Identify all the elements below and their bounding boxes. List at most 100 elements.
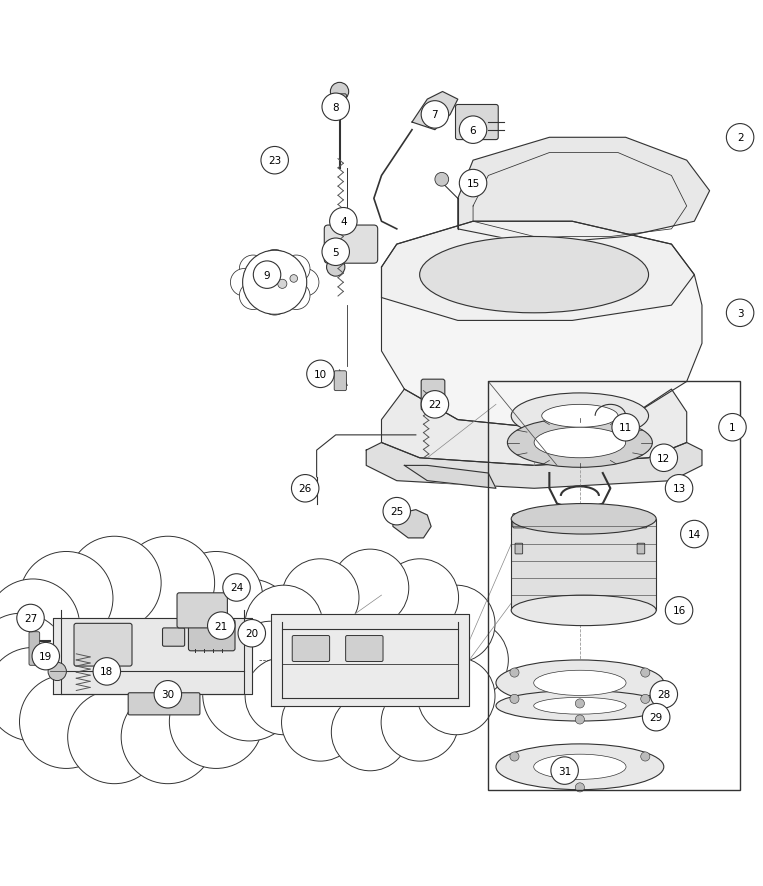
- Circle shape: [169, 675, 262, 768]
- Circle shape: [121, 537, 214, 630]
- Circle shape: [291, 269, 319, 297]
- Circle shape: [665, 475, 693, 502]
- Circle shape: [214, 613, 308, 707]
- Text: 3: 3: [737, 308, 743, 318]
- Text: 30: 30: [161, 689, 175, 700]
- Text: 4: 4: [340, 217, 346, 227]
- FancyBboxPatch shape: [324, 226, 378, 264]
- Text: 29: 29: [649, 712, 663, 722]
- Ellipse shape: [496, 744, 664, 789]
- Text: 11: 11: [619, 423, 633, 432]
- Circle shape: [223, 574, 250, 602]
- Circle shape: [330, 208, 357, 236]
- Polygon shape: [366, 443, 702, 489]
- Circle shape: [381, 684, 459, 761]
- Circle shape: [240, 283, 267, 310]
- Text: 5: 5: [333, 247, 339, 258]
- Circle shape: [383, 498, 410, 525]
- FancyBboxPatch shape: [163, 628, 185, 647]
- Ellipse shape: [533, 697, 626, 714]
- FancyBboxPatch shape: [177, 593, 227, 628]
- Ellipse shape: [496, 691, 664, 721]
- Circle shape: [612, 414, 639, 441]
- Text: 2: 2: [737, 133, 743, 144]
- Circle shape: [169, 552, 262, 645]
- Ellipse shape: [507, 418, 652, 468]
- Ellipse shape: [511, 595, 656, 626]
- Circle shape: [20, 675, 113, 768]
- Polygon shape: [412, 92, 458, 130]
- Circle shape: [510, 752, 519, 761]
- Text: 19: 19: [39, 651, 53, 661]
- Circle shape: [0, 613, 68, 707]
- Circle shape: [641, 752, 650, 761]
- FancyBboxPatch shape: [515, 544, 523, 555]
- Polygon shape: [382, 222, 694, 321]
- Ellipse shape: [533, 754, 626, 780]
- Circle shape: [641, 695, 650, 703]
- Text: 31: 31: [558, 766, 571, 776]
- Circle shape: [93, 658, 121, 686]
- FancyBboxPatch shape: [513, 514, 525, 528]
- Circle shape: [510, 668, 519, 678]
- Circle shape: [642, 703, 670, 731]
- Ellipse shape: [533, 671, 626, 696]
- Circle shape: [417, 657, 495, 734]
- Ellipse shape: [542, 405, 618, 428]
- Ellipse shape: [511, 504, 656, 534]
- Polygon shape: [382, 390, 687, 466]
- Text: 6: 6: [470, 126, 476, 136]
- FancyBboxPatch shape: [334, 371, 346, 392]
- Text: 16: 16: [672, 606, 686, 616]
- Text: 10: 10: [314, 369, 327, 379]
- Circle shape: [681, 521, 708, 548]
- Circle shape: [261, 250, 288, 277]
- FancyBboxPatch shape: [456, 105, 498, 140]
- Circle shape: [421, 392, 449, 418]
- Circle shape: [650, 680, 678, 708]
- Circle shape: [290, 276, 298, 283]
- Circle shape: [650, 445, 678, 472]
- FancyBboxPatch shape: [637, 544, 645, 555]
- Circle shape: [68, 690, 161, 784]
- Circle shape: [575, 699, 584, 708]
- Text: 22: 22: [428, 400, 442, 410]
- Circle shape: [459, 117, 487, 144]
- FancyBboxPatch shape: [74, 624, 132, 666]
- Circle shape: [203, 579, 296, 672]
- Circle shape: [510, 695, 519, 703]
- Circle shape: [238, 620, 266, 648]
- Circle shape: [261, 288, 288, 315]
- Circle shape: [240, 256, 267, 284]
- Circle shape: [307, 361, 334, 388]
- Circle shape: [48, 663, 66, 680]
- Ellipse shape: [511, 393, 649, 439]
- Bar: [488, 382, 740, 789]
- Circle shape: [551, 757, 578, 784]
- Bar: [511, 519, 656, 610]
- Circle shape: [421, 102, 449, 129]
- Circle shape: [726, 299, 754, 327]
- Circle shape: [327, 259, 345, 276]
- Text: 24: 24: [230, 583, 243, 593]
- Circle shape: [208, 612, 235, 640]
- Circle shape: [232, 622, 309, 699]
- Ellipse shape: [420, 237, 649, 314]
- Circle shape: [330, 83, 349, 102]
- Ellipse shape: [534, 428, 626, 458]
- Circle shape: [382, 559, 459, 636]
- Circle shape: [282, 283, 310, 310]
- Circle shape: [575, 783, 584, 792]
- Text: 14: 14: [687, 530, 701, 540]
- FancyBboxPatch shape: [29, 632, 40, 665]
- Circle shape: [261, 273, 273, 285]
- Circle shape: [282, 559, 359, 636]
- Circle shape: [431, 622, 508, 699]
- Text: 18: 18: [100, 666, 114, 677]
- Circle shape: [575, 715, 584, 724]
- Ellipse shape: [41, 595, 241, 726]
- Polygon shape: [382, 222, 702, 428]
- Circle shape: [203, 648, 296, 741]
- FancyBboxPatch shape: [128, 693, 200, 715]
- Circle shape: [322, 238, 349, 266]
